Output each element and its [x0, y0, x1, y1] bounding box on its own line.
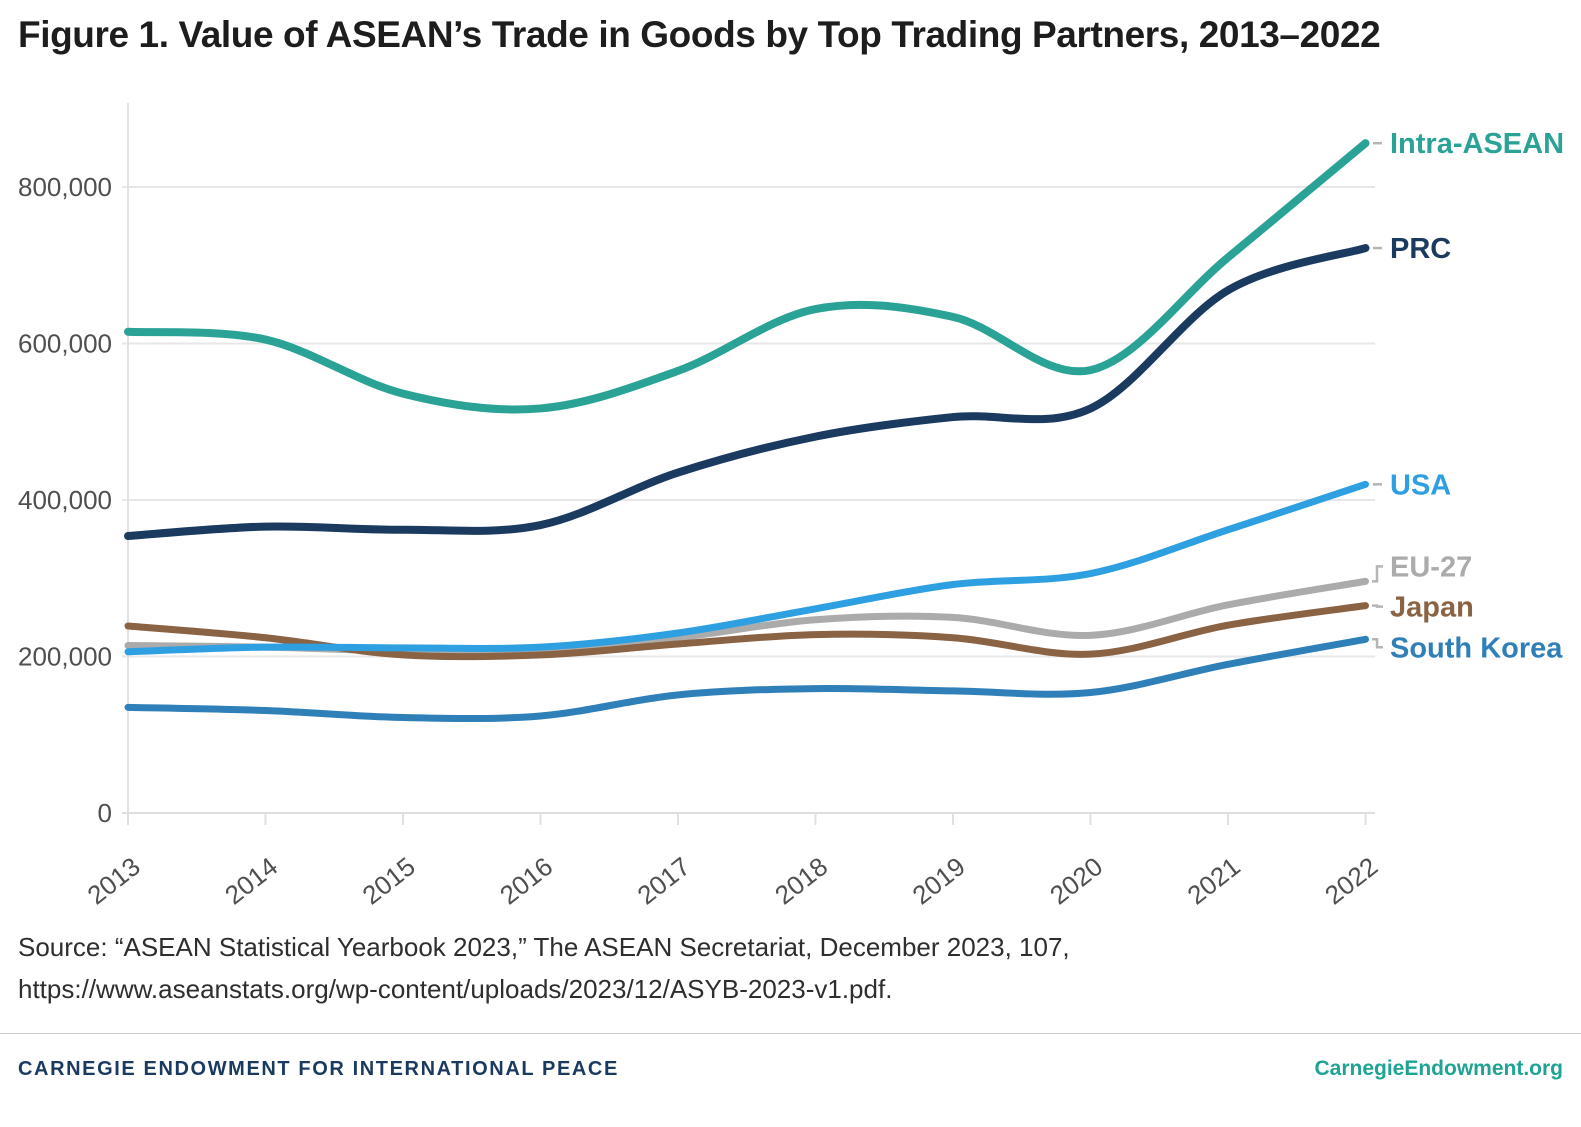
- source-line-2: https://www.aseanstats.org/wp-content/up…: [18, 974, 893, 1004]
- figure-title: Figure 1. Value of ASEAN’s Trade in Good…: [18, 14, 1381, 55]
- y-tick-label: 0: [98, 798, 112, 828]
- legend-leader-japan: [1372, 604, 1383, 608]
- x-tick-label: 2014: [219, 851, 283, 910]
- legend-label-japan: Japan: [1390, 592, 1474, 624]
- x-tick-label: 2022: [1319, 851, 1383, 910]
- footer-divider: [0, 1033, 1581, 1034]
- x-tick-label: 2017: [632, 851, 696, 910]
- series-line-intra-asean: [124, 139, 1370, 414]
- footer-website-link[interactable]: CarnegieEndowment.org: [1314, 1057, 1563, 1080]
- series-line-prc: [124, 244, 1370, 540]
- series-line-south-korea: [124, 635, 1369, 723]
- x-tick-label: 2020: [1044, 851, 1108, 910]
- x-tick-label: 2015: [357, 851, 421, 910]
- x-tick-label: 2016: [494, 851, 558, 910]
- legend-label-south-korea: South Korea: [1390, 632, 1563, 664]
- source-note: Source: “ASEAN Statistical Yearbook 2023…: [18, 926, 1070, 1010]
- legend-label-eu-27: EU-27: [1390, 551, 1472, 583]
- legend-leader-south-korea: [1372, 638, 1383, 649]
- y-tick-label: 200,000: [18, 642, 112, 672]
- x-tick-label: 2019: [907, 851, 971, 910]
- series-line-usa: [124, 480, 1369, 656]
- source-line-1: Source: “ASEAN Statistical Yearbook 2023…: [18, 932, 1070, 962]
- legend-label-usa: USA: [1390, 469, 1451, 501]
- legend-label-prc: PRC: [1390, 233, 1451, 265]
- y-tick-label: 400,000: [18, 485, 112, 515]
- legend-label-intra-asean: Intra-ASEAN: [1390, 128, 1564, 160]
- legend-leader-eu-27: [1372, 565, 1383, 583]
- x-tick-label: 2021: [1182, 851, 1246, 910]
- y-tick-label: 800,000: [18, 172, 112, 202]
- x-tick-label: 2018: [769, 851, 833, 910]
- y-tick-label: 600,000: [18, 329, 112, 359]
- footer-org-name: CARNEGIE ENDOWMENT FOR INTERNATIONAL PEA…: [18, 1058, 619, 1080]
- x-tick-label: 2013: [82, 851, 146, 910]
- trade-line-chart: 0 200,000 400,000 600,000 800,000 2013 2014 201…: [18, 103, 1564, 910]
